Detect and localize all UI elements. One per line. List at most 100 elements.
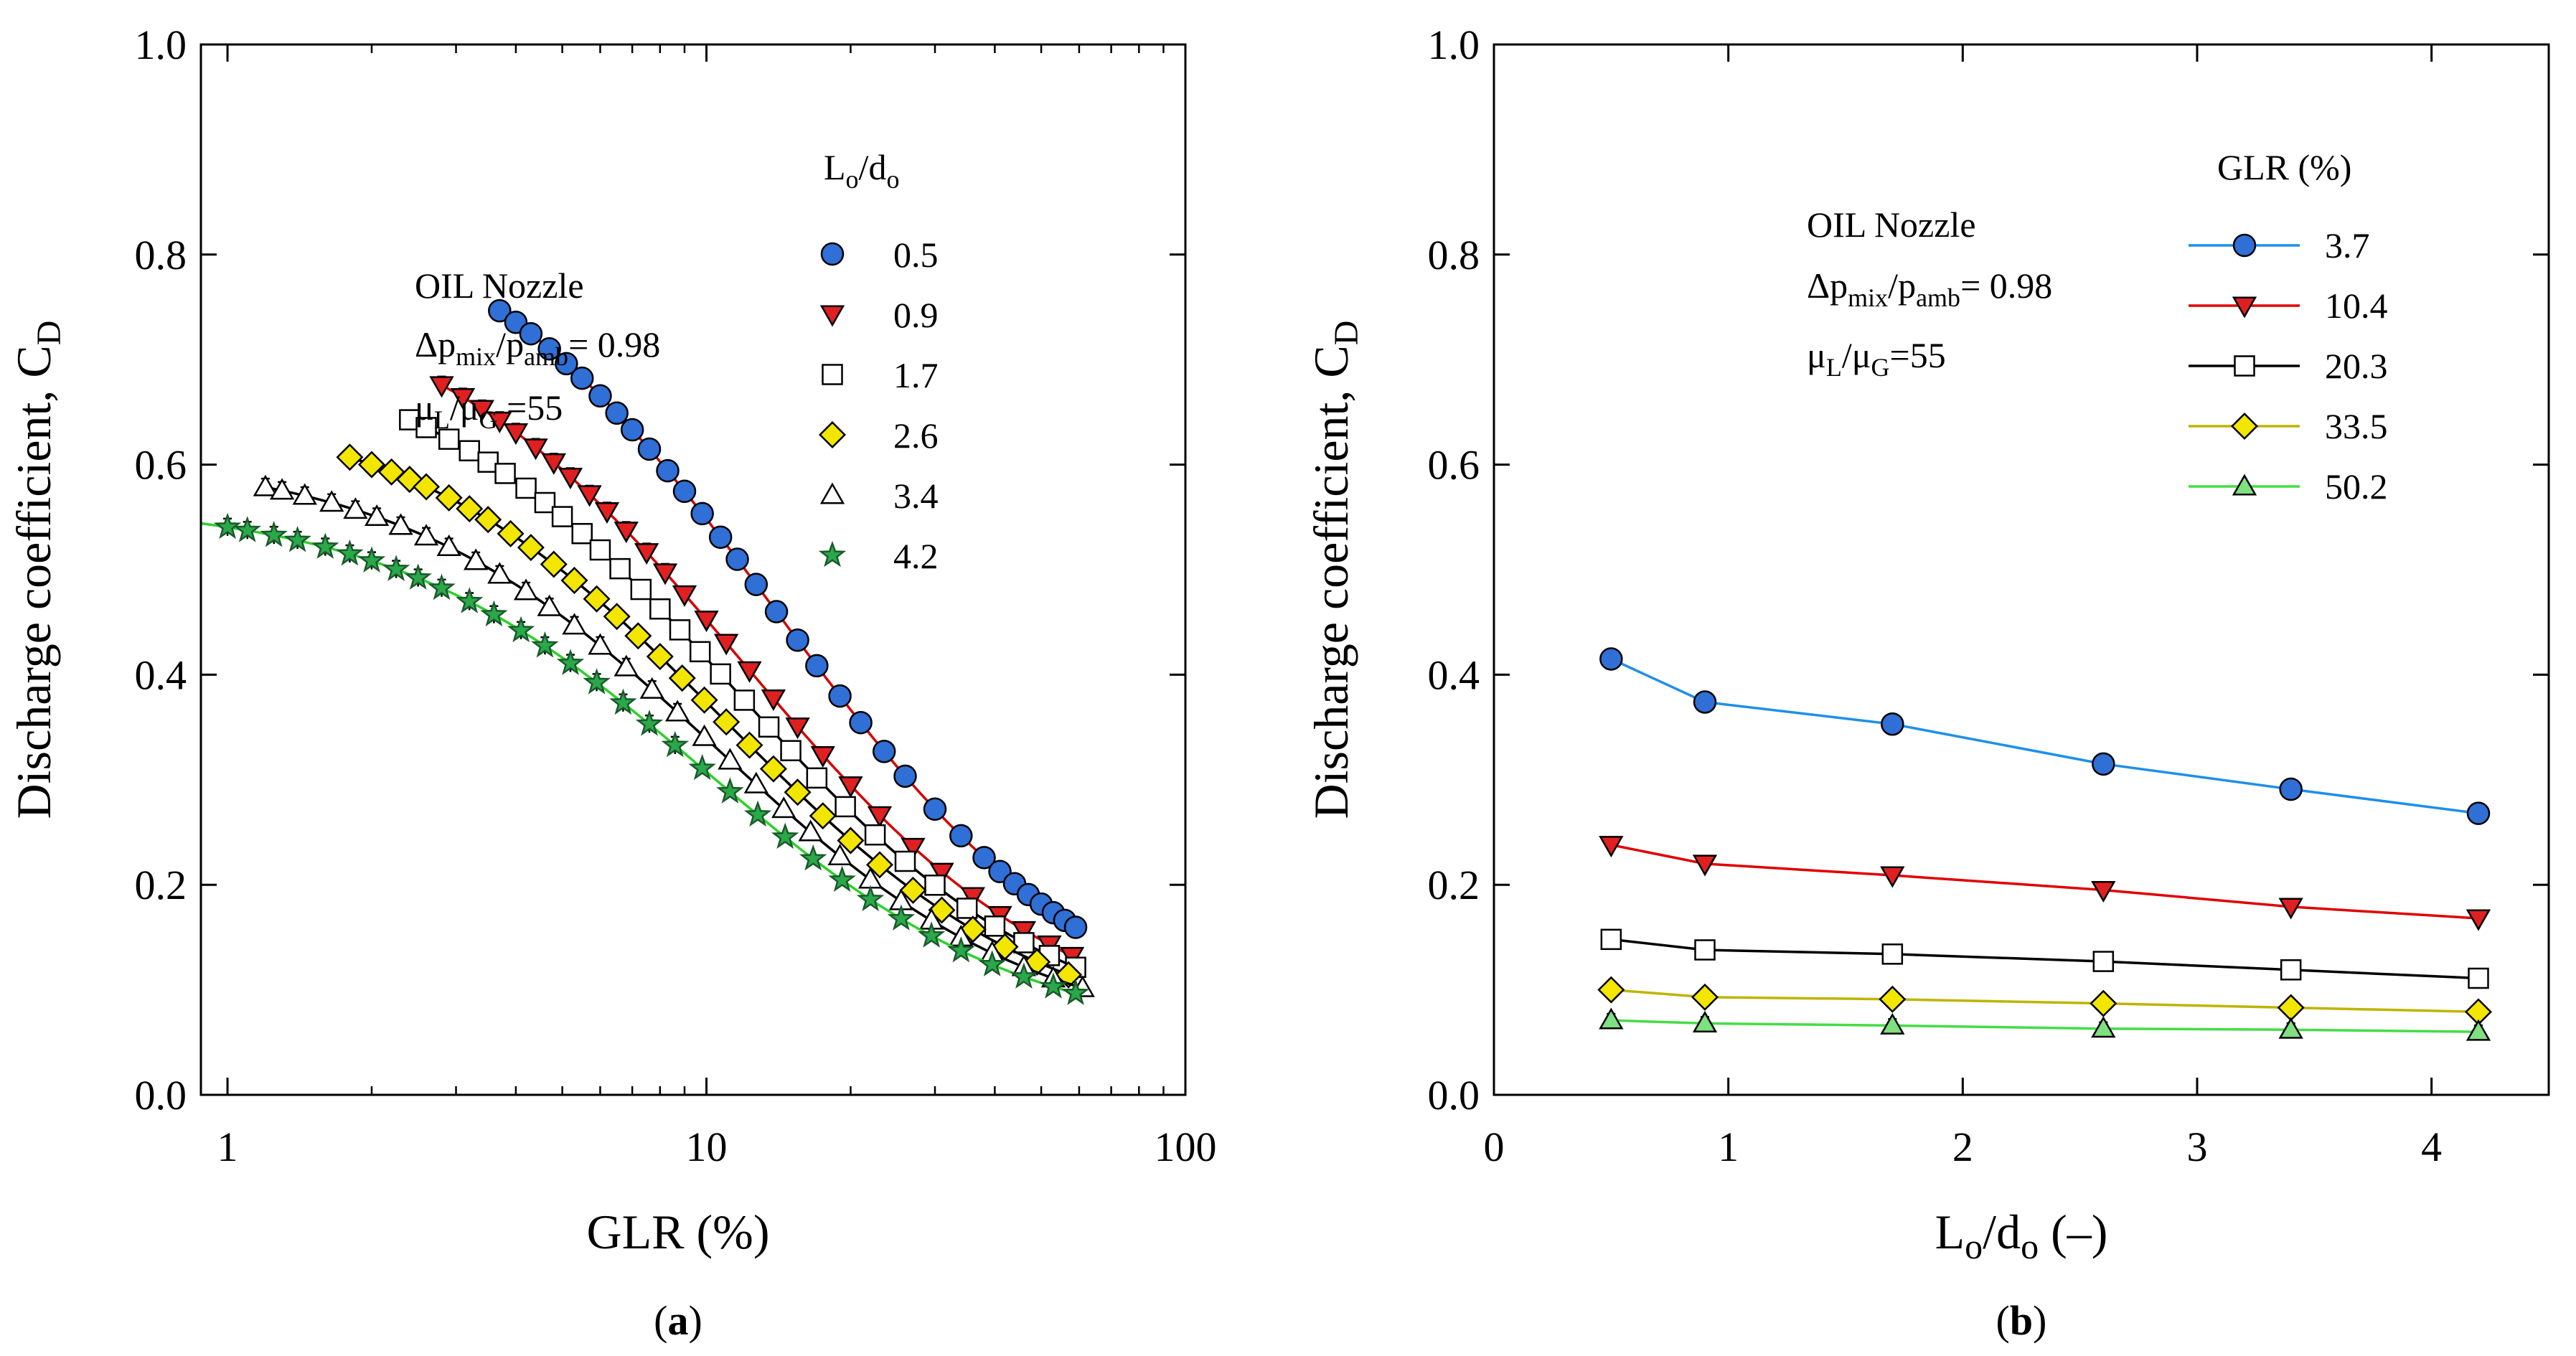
chart-b-frame	[1493, 43, 2550, 1096]
chart-b-point	[2465, 1019, 2491, 1041]
chart-a-point	[634, 543, 659, 565]
chart-a-xtick-label: 100	[1155, 1124, 1217, 1170]
chart-a-ytick-label: 0.2	[135, 862, 187, 908]
chart-a-ytick-label: 0.8	[135, 232, 187, 278]
chart-b-point	[1881, 712, 1904, 736]
chart-b-ytick-label: 0.8	[1428, 232, 1480, 278]
chart-a-point	[487, 411, 512, 433]
chart-b-point	[1597, 976, 1625, 1004]
chart-a-ylabel: Discharge coefficient, CD	[6, 321, 68, 819]
chart-a-point	[806, 767, 828, 789]
chart-a-series-5	[200, 512, 1090, 1005]
chart-a-legend-marker	[822, 364, 843, 385]
chart-a-point	[865, 851, 893, 879]
chart-a-point	[583, 668, 611, 695]
chart-a-point	[1063, 915, 1088, 939]
chart-a-legend-label: 1.7	[893, 355, 939, 395]
chart-a-point	[343, 497, 368, 519]
chart-a-series-3	[336, 443, 1083, 989]
chart-a-point	[456, 495, 484, 523]
chart-a-point	[540, 550, 568, 578]
chart-b-legend: GLR (%) 3.7 10.4 20.3 33.5 50.2	[2189, 147, 2388, 507]
chart-a-point	[609, 688, 637, 715]
chart-a-point	[436, 535, 461, 557]
chart-b-ytick-label: 0.6	[1428, 442, 1480, 489]
chart-b-ytick-label: 0.0	[1428, 1072, 1480, 1119]
chart-a-point	[429, 376, 454, 398]
chart-a-point	[661, 730, 690, 758]
chart-a-annotation-line3: μL/μG =55	[415, 387, 563, 434]
chart-b-series-line-0	[1610, 657, 2479, 815]
chart-b-legend-label: 50.2	[2325, 466, 2388, 507]
chart-b-xlabel: Lo/do (–)	[1935, 1205, 2108, 1266]
chart-b-point	[2278, 898, 2303, 920]
chart-b-point	[2092, 752, 2115, 776]
chart-a-point	[450, 388, 476, 410]
chart-a-point	[960, 887, 985, 909]
chart-a-point	[656, 458, 680, 483]
chart-a-point	[743, 771, 768, 794]
chart-a-point	[455, 587, 484, 613]
chart-a-legend-label: 0.9	[893, 295, 939, 335]
chart-a-point	[805, 654, 829, 678]
chart-a-point	[714, 634, 739, 656]
chart-a-point	[560, 566, 588, 594]
chart-a-point	[733, 689, 756, 711]
chart-a-point	[503, 423, 529, 446]
chart-b-point	[1880, 1012, 1905, 1035]
chart-b-legend-marker	[2230, 412, 2259, 441]
chart-b-annotation-line1: OIL Nozzle	[1807, 204, 1976, 245]
chart-a-xtick-label: 10	[686, 1124, 728, 1170]
chart-a-point	[924, 875, 946, 896]
chart-b-series-line-3	[1611, 988, 2479, 1014]
chart-a-point	[929, 862, 954, 885]
chart-a-point	[531, 631, 559, 658]
chart-a-point	[713, 708, 741, 736]
chart-b-point	[2465, 909, 2491, 931]
chart-a-point	[639, 677, 664, 699]
chart-b-point	[2468, 967, 2489, 989]
chart-b-legend-marker	[2232, 474, 2257, 496]
chart-a-point	[487, 562, 512, 584]
chart-a-point	[809, 802, 837, 830]
chart-a-point	[669, 619, 691, 641]
chart-b-xtick-label: 1	[1718, 1124, 1739, 1170]
chart-a-point	[459, 440, 480, 461]
chart-a-legend-marker	[820, 242, 845, 266]
chart-a-point	[849, 710, 873, 735]
chart-a-legend-label: 0.5	[893, 235, 939, 275]
chart-a-point	[665, 700, 690, 722]
chart-a-point	[799, 844, 827, 871]
chart-a-point	[872, 740, 896, 763]
chart-b-ytick-label: 1.0	[1428, 22, 1480, 68]
chart-a-point	[292, 483, 317, 505]
chart-a-point	[413, 524, 439, 546]
chart-a-point	[364, 504, 390, 527]
chart-a-point	[737, 661, 762, 683]
chart-a-legend-marker	[818, 540, 847, 568]
chart-a-point	[771, 822, 799, 849]
chart-a-point	[311, 532, 339, 559]
chart-a-point	[725, 547, 749, 571]
chart-a: 0.0 0.2 0.4 0.6 0.8 1.0 1 10 100 Discharge coeff…	[6, 22, 1217, 1344]
chart-a-point	[562, 613, 587, 635]
chart-a-point	[887, 904, 916, 931]
chart-a-ytick-label: 0.4	[135, 651, 187, 698]
chart-b-series-line-2	[1611, 938, 2479, 980]
chart-b-legend-label: 20.3	[2325, 346, 2388, 386]
chart-a-marks	[200, 298, 1095, 1005]
chart-a-point	[649, 598, 671, 620]
chart-a-point	[388, 513, 413, 535]
chart-a-xtick-label: 1	[217, 1124, 238, 1170]
chart-a-point	[668, 664, 696, 692]
chart-a-point	[614, 654, 639, 677]
chart-b-point	[1692, 1010, 1718, 1032]
chart-a-point	[716, 777, 744, 804]
chart-a-point	[710, 663, 731, 685]
chart-a-point	[614, 522, 639, 544]
chart-a-point	[438, 428, 460, 450]
chart-a-point	[947, 936, 975, 963]
chart-a-legend-label: 2.6	[893, 415, 939, 456]
chart-a-annotation-line2: Δpmix/pamb= 0.98	[415, 324, 660, 371]
